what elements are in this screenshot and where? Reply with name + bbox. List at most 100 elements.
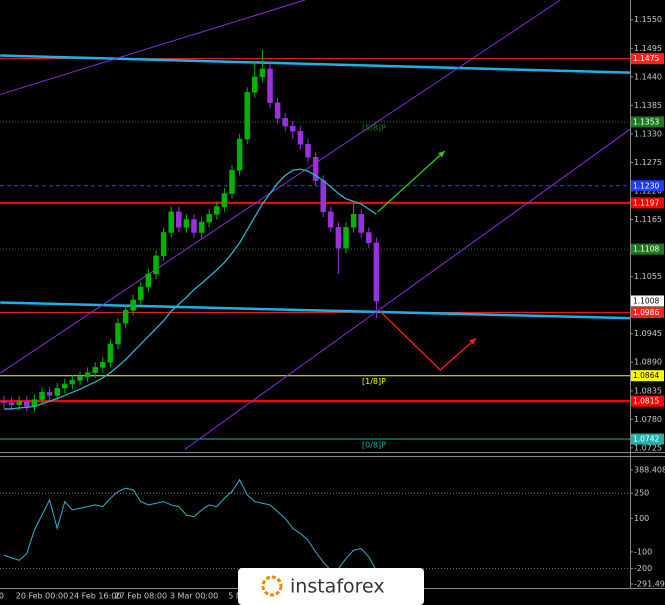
main-plot [0, 0, 630, 450]
price-tag [631, 295, 664, 307]
trend-line [377, 150, 446, 213]
price-tag-label: 1.0986 [633, 308, 659, 317]
candle-body [54, 387, 60, 396]
candle-body [221, 193, 228, 207]
candle-body [24, 400, 30, 407]
candle-body [92, 367, 98, 373]
candle-body [312, 156, 319, 181]
x-tick-label: 27 Feb 08:00 [115, 592, 167, 601]
x-tick-label: 24 Feb 16:00 [69, 592, 121, 601]
candle-body [259, 68, 266, 78]
price-tag-label: 1.1230 [633, 181, 659, 190]
price-tag-label: 1.1475 [633, 54, 659, 63]
price-tag [631, 433, 664, 445]
y-tick-label: 1.0945 [634, 329, 662, 338]
y-tick-label: 1.1165 [634, 215, 662, 224]
price-tag-label: 1.0742 [633, 435, 659, 444]
candle-body [274, 102, 281, 119]
candle-body [358, 214, 364, 233]
candle-body [198, 221, 205, 233]
trend-line [0, 0, 306, 95]
candle-body [107, 343, 114, 363]
watermark-text: instaforex [290, 576, 385, 598]
candle-body [145, 273, 152, 288]
candle-body [350, 214, 357, 228]
indicator-line [3, 478, 377, 571]
candle-body [206, 214, 212, 223]
candle-body [373, 242, 380, 302]
y-tick-label: -100 [634, 547, 652, 556]
y-tick-label: 1.1330 [634, 129, 662, 138]
candle-body [252, 76, 258, 93]
candle-body [290, 125, 296, 132]
price-tag [631, 180, 664, 192]
candle-body [229, 169, 235, 194]
trend-line [0, 54, 630, 74]
candle-body [62, 383, 68, 389]
candle-body [328, 211, 334, 228]
candle-body [168, 211, 174, 233]
candle-body [84, 372, 91, 378]
candle-body [267, 68, 273, 104]
y-tick-label: 100 [634, 514, 649, 523]
x-tick-label: 00 [0, 592, 4, 601]
candle-body [214, 206, 220, 215]
candle-body [282, 118, 288, 127]
candle-body [191, 219, 197, 233]
candle-body [160, 232, 167, 257]
candle-body [122, 310, 129, 324]
y-tick-label: 1.1550 [634, 15, 662, 24]
candle-body [320, 180, 326, 212]
price-tag-label: 1.1353 [633, 117, 659, 126]
x-tick-label: 20 Feb 00:00 [16, 592, 68, 601]
y-tick-label: 1.0890 [634, 358, 662, 367]
candle-body [39, 392, 45, 400]
price-tag-label: 1.1008 [633, 296, 659, 305]
price-tag [631, 116, 664, 128]
candle-body [236, 138, 243, 171]
level-tag: [1/8]P [362, 377, 386, 386]
moving-average [4, 168, 377, 410]
y-tick-label: 1.1385 [634, 101, 662, 110]
level-tag: [5/8]P [362, 123, 386, 132]
trend-line [0, 301, 630, 320]
price-tag-label: 1.0864 [633, 371, 659, 380]
price-tag [631, 306, 664, 318]
y-tick-label: 1.0780 [634, 415, 662, 424]
candle-body [366, 232, 372, 244]
trend-line [379, 310, 477, 371]
price-tag-label: 1.0815 [633, 397, 659, 406]
price-tag [631, 370, 664, 382]
y-tick-label: 250 [634, 489, 649, 498]
y-tick-label: 1.0835 [634, 386, 662, 395]
price-tag-label: 1.1108 [633, 245, 659, 254]
candle-body [297, 131, 304, 145]
trend-line [0, 0, 561, 374]
candle-body [244, 92, 250, 140]
y-tick-label: 1.1440 [634, 72, 662, 81]
price-tag [631, 197, 664, 209]
candle-body [100, 361, 106, 368]
y-tick-label: -291.498 [634, 580, 665, 589]
price-tag [631, 243, 664, 255]
candle-body [176, 211, 182, 228]
y-tick-label: 1.0725 [634, 443, 662, 452]
watermark-box [238, 568, 424, 605]
y-tick-label: -200 [634, 564, 652, 573]
price-tag-label: 1.1197 [633, 198, 659, 207]
y-tick-label: 1.1495 [634, 44, 662, 53]
candle-body [115, 323, 121, 345]
candle-body [343, 227, 349, 249]
y-tick-label: 1.1055 [634, 272, 662, 281]
arrow-head [469, 338, 476, 345]
candle-body [138, 286, 144, 301]
candle-body [46, 392, 53, 396]
watermark: instaforex [238, 568, 424, 605]
arrow-head [438, 151, 445, 158]
candle-body [335, 227, 342, 249]
y-tick-label: 1.1275 [634, 158, 662, 167]
candle-body [77, 376, 83, 381]
candle-body [305, 144, 311, 158]
